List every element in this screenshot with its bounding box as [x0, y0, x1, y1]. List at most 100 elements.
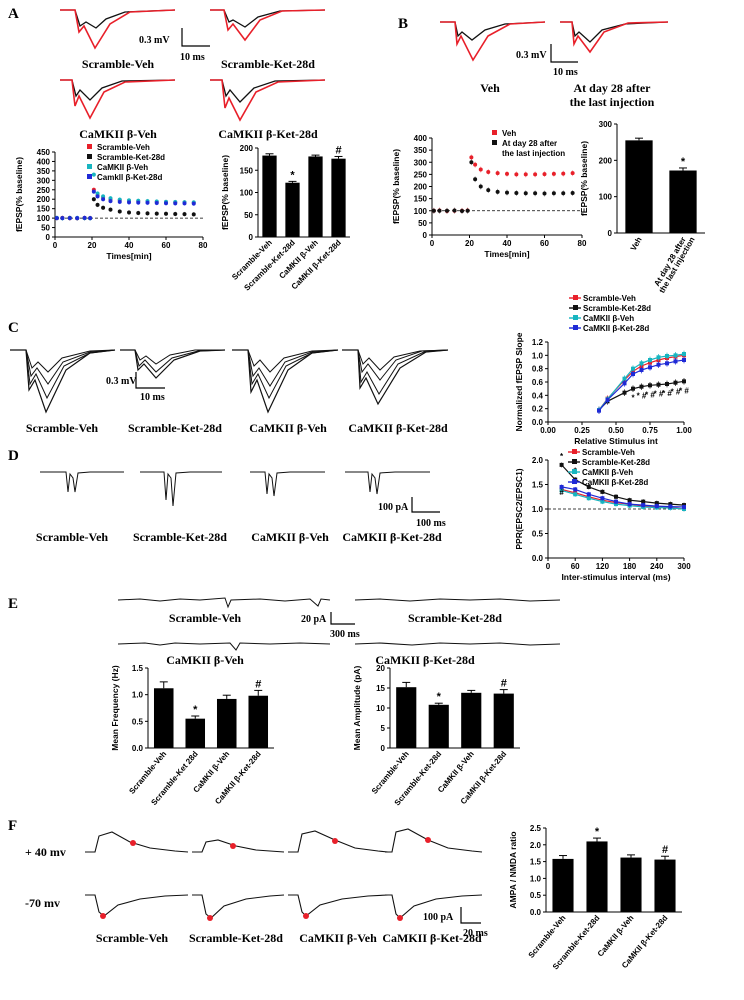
trace-caption-c-1: Scramble-Veh [26, 421, 99, 435]
data-point [682, 358, 686, 362]
data-point [75, 216, 80, 221]
data-point [127, 200, 131, 205]
y-tick-label: 250 [37, 186, 51, 195]
panel-f-traces: 100 pA 20 ms Scramble-Veh Scramble-Ket-2… [85, 828, 488, 945]
y-tick-label: 150 [414, 195, 428, 204]
y-tick-label: 200 [37, 195, 51, 204]
data-point [95, 194, 100, 199]
sepsc-trace-scramble-veh [117, 597, 331, 609]
data-point [559, 488, 564, 493]
ampa-nmda-trace-scramble-ket [192, 839, 285, 921]
trace-caption-a-3: CaMKII β-Veh [79, 127, 157, 141]
trace-caption-a-4: CaMKII β-Ket-28d [218, 127, 318, 141]
y-tick-label: 200 [414, 183, 428, 192]
data-point [182, 212, 187, 217]
data-point [452, 208, 457, 213]
data-point [191, 212, 196, 217]
data-point [597, 408, 601, 413]
data-point [95, 191, 100, 196]
y-tick-label: 0.0 [530, 908, 542, 917]
bar [654, 859, 676, 912]
panel-label-a: A [8, 6, 19, 22]
data-point [473, 162, 478, 167]
trace-pair-day28 [560, 21, 669, 54]
y-tick-label: 1.0 [532, 505, 544, 514]
y-axis-label: Normalized fEPSP Slope [514, 332, 524, 431]
epsc-trace-camk-veh [250, 471, 325, 497]
data-point [631, 366, 635, 371]
y-axis-label: fEPSP(% baseline) [220, 155, 230, 230]
y-tick-label: 2.0 [532, 456, 544, 465]
data-point [639, 368, 644, 372]
panel-label-c: C [8, 320, 19, 336]
data-point [586, 496, 591, 501]
data-point [614, 499, 618, 504]
bar [493, 693, 514, 748]
y-tick-label: 450 [37, 148, 51, 157]
ampa-nmda-trace-camk-ket [385, 828, 483, 921]
legend-swatch [87, 144, 92, 149]
data-point [445, 208, 449, 213]
significance-mark: * # [654, 390, 664, 399]
trace-caption-d-1: Scramble-Veh [36, 530, 109, 544]
trace-caption-e-2: Scramble-Ket-28d [408, 611, 502, 625]
data-point [542, 172, 547, 177]
x-tick-label: 0.00 [540, 426, 556, 435]
data-point [101, 194, 106, 199]
chart-c-input-output: 0.0 0.2 0.4 0.6 0.8 1.0 1.2 Normalized fEPSP Sl… [514, 294, 692, 446]
data-point [673, 359, 678, 364]
data-point [631, 372, 635, 376]
series-line [561, 489, 685, 510]
legend-swatch [573, 325, 578, 330]
epsc-trace-scramble-veh [40, 471, 124, 493]
data-point [656, 355, 661, 360]
y-tick-label: 250 [414, 170, 428, 179]
x-tick-label: 0.25 [574, 426, 590, 435]
y-tick-label: 300 [37, 176, 51, 185]
data-point [573, 492, 578, 497]
y-tick-label: 5 [381, 724, 386, 733]
y-tick-label: 300 [414, 158, 428, 167]
data-point [639, 361, 644, 366]
bar [552, 858, 574, 912]
x-tick-label: 240 [650, 562, 664, 571]
legend-label: Scramble-Veh [583, 294, 636, 303]
panel-a-traces: 0.3 mV 10 ms Scramble-Veh Scramble-Ket-2… [60, 9, 326, 141]
bar [331, 158, 346, 237]
panel-label-b: B [398, 16, 408, 32]
y-tick-label: 2.5 [530, 824, 542, 833]
data-point [533, 172, 538, 177]
scale-bar-d [411, 497, 440, 513]
scale-label-d-i: 100 pA [378, 502, 409, 513]
scale-label-c-t: 10 ms [140, 392, 165, 403]
significance-mark: # [559, 488, 564, 497]
y-tick-label: 150 [37, 205, 51, 214]
data-point [108, 207, 113, 212]
panel-b-traces: 0.3 mV 10 ms Veh At day 28 after the las… [440, 21, 669, 109]
data-point [54, 216, 59, 221]
legend-label: CaMKII β-Ket-28d [582, 478, 648, 487]
y-tick-label: 0 [249, 233, 254, 242]
significance-mark: * # [637, 392, 647, 401]
data-point [648, 365, 652, 370]
y-tick-label: 50 [418, 219, 427, 228]
data-point [88, 216, 93, 221]
bar [216, 698, 237, 748]
data-point [682, 505, 686, 510]
data-point [627, 498, 632, 503]
legend-label: CaMKII β-Veh [583, 314, 634, 323]
y-tick-label: 0.0 [532, 554, 544, 563]
bar [185, 718, 206, 748]
y-axis-label: fEPSP(% baseline) [579, 141, 589, 216]
scale-label-b-t: 10 ms [553, 67, 578, 78]
y-tick-label: 0.0 [132, 744, 144, 753]
trace-caption-b-3: the last injection [570, 95, 655, 109]
data-point [622, 390, 627, 395]
y-tick-label: 2.0 [530, 841, 542, 850]
x-tick-label: 20 [465, 239, 474, 248]
trace-pair-camk-ket [210, 79, 326, 122]
significance-mark: * [681, 156, 686, 168]
x-tick-label: 80 [199, 241, 208, 250]
